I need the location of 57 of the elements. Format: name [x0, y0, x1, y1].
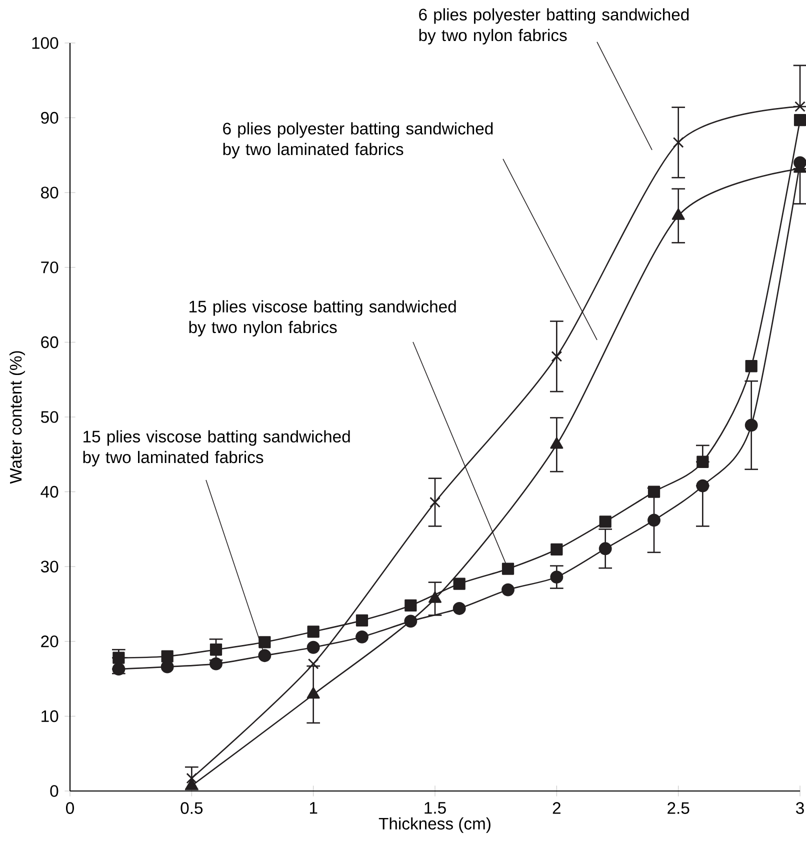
point [430, 496, 440, 508]
point [307, 626, 320, 638]
point [550, 570, 564, 584]
text: 15 plies viscose batting sandwiched by two laminated fabrics [83, 430, 350, 466]
x-axis-title: Thickness (cm) [378, 817, 490, 833]
point [502, 583, 514, 596]
y-tick-label: 80 [41, 186, 58, 198]
y-tick-label: 70 [41, 262, 58, 274]
point [744, 418, 758, 432]
y-tick-label: 50 [40, 411, 58, 423]
text: 6 plies polyester batting sandwiched by two laminated fabrics [223, 122, 493, 158]
point [599, 516, 612, 528]
point [453, 578, 466, 590]
point [258, 649, 272, 662]
point [550, 543, 563, 556]
point [598, 542, 612, 556]
point [672, 137, 684, 148]
y-tick-label: 10 [42, 710, 58, 722]
point [648, 486, 660, 498]
point [308, 658, 319, 670]
y-tick-label: 100 [32, 37, 58, 49]
point [160, 660, 174, 674]
y-tick-label: 60 [41, 336, 58, 348]
point [356, 614, 368, 627]
x-tick-label: 0.5 [180, 802, 203, 814]
point [794, 101, 806, 112]
x-tick-label: 2.5 [668, 802, 690, 814]
x-tick-label: 2 [552, 802, 560, 814]
text: 15 plies viscose batting sandwiched by two nylon fabrics [189, 300, 456, 336]
x-tick-label: 1.5 [424, 802, 446, 814]
y-tick-label: 90 [41, 112, 58, 124]
point [306, 640, 320, 654]
point [306, 687, 320, 699]
point [186, 772, 198, 784]
x-tick-label: 0 [66, 802, 74, 814]
x-tick-label: 3 [796, 802, 804, 814]
point [210, 657, 222, 670]
point [648, 514, 660, 527]
point [404, 599, 417, 612]
point [551, 350, 562, 362]
point [210, 644, 222, 656]
y-tick-label: 30 [40, 560, 58, 572]
x-tick-label: 1 [310, 802, 318, 814]
point [745, 360, 758, 372]
point [452, 602, 466, 615]
point [112, 662, 126, 676]
point [356, 630, 368, 644]
point [404, 614, 418, 628]
text: 6 plies polyester batting sandwiched by two nylon fabrics [419, 8, 689, 44]
y-tick-label: 40 [40, 486, 58, 498]
point [696, 479, 710, 492]
point [696, 456, 709, 468]
point [258, 636, 271, 648]
y-tick-label: 0 [50, 785, 58, 797]
y-tick-label: 20 [41, 636, 58, 648]
point [502, 562, 514, 575]
y-axis-title: Water content (%) [9, 351, 25, 484]
